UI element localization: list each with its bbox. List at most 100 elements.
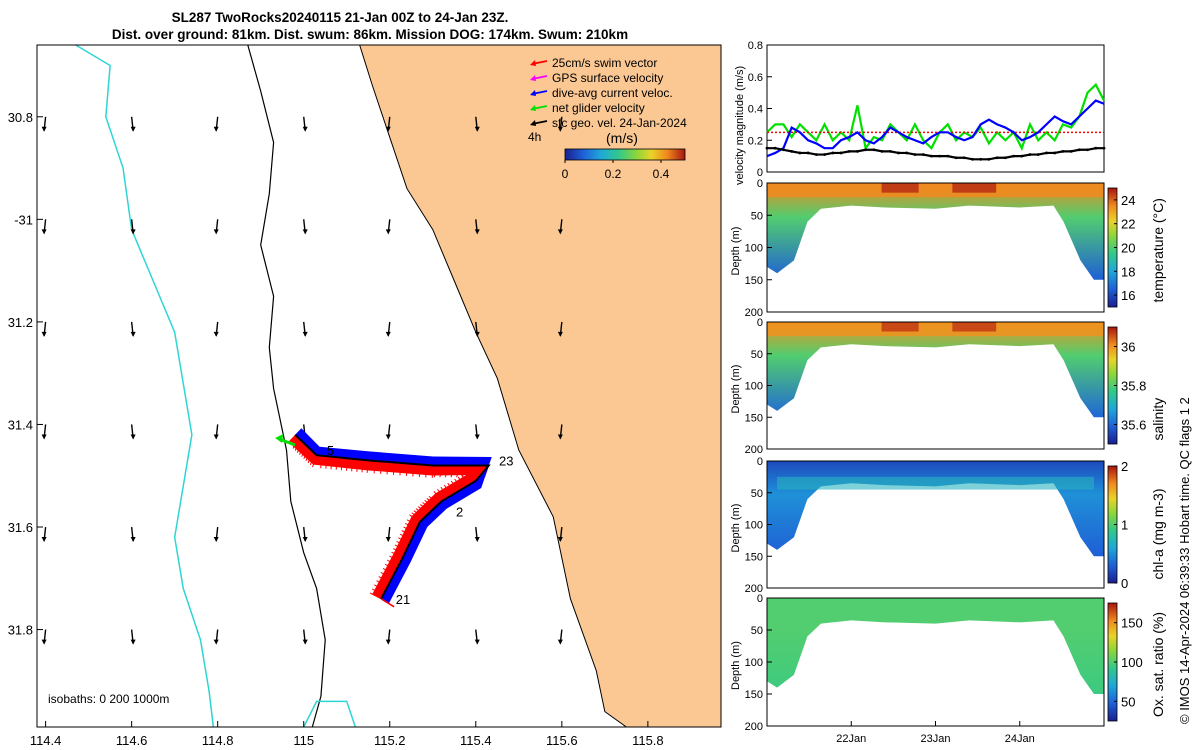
map-x-tick-label: 115.4 bbox=[460, 733, 492, 748]
velocity-point bbox=[1028, 153, 1032, 156]
velocity-point bbox=[995, 156, 999, 160]
velocity-point bbox=[798, 151, 802, 155]
swim-vector bbox=[450, 480, 459, 492]
swim-vector bbox=[389, 555, 401, 563]
velocity-point bbox=[954, 156, 958, 160]
colorbar-label: (m/s) bbox=[606, 130, 638, 146]
velocity-point bbox=[773, 146, 777, 150]
geo-velocity-arrowhead bbox=[474, 126, 480, 132]
swim-vector bbox=[457, 476, 466, 488]
map-x-tick-label: 115.2 bbox=[374, 733, 406, 748]
velocity-point bbox=[864, 148, 868, 152]
section-y-tick-label: 150 bbox=[745, 275, 763, 287]
velocity-point bbox=[905, 151, 909, 155]
isobath-1000m bbox=[75, 44, 215, 728]
surface-patch bbox=[952, 183, 997, 193]
velocity-point bbox=[831, 151, 835, 155]
swim-vector bbox=[439, 465, 445, 478]
legend-arrowhead bbox=[530, 90, 536, 96]
swim-vector bbox=[422, 502, 434, 510]
velocity-point bbox=[1003, 156, 1007, 160]
colorbar-tick-label: 2 bbox=[1121, 459, 1128, 474]
geo-velocity-arrowhead bbox=[41, 434, 47, 440]
day-label: 5 bbox=[327, 443, 334, 458]
velocity-point bbox=[987, 157, 991, 161]
swim-vector bbox=[392, 548, 405, 555]
swim-vector bbox=[413, 510, 425, 519]
swim-vector bbox=[396, 540, 409, 548]
swim-vector bbox=[440, 486, 449, 498]
swim-vector bbox=[431, 465, 434, 478]
swim-vector bbox=[325, 456, 328, 469]
section-y-label: Depth (m) bbox=[730, 641, 742, 690]
velocity-point bbox=[897, 151, 900, 155]
velocity-point bbox=[1045, 151, 1048, 155]
geo-velocity-arrowhead bbox=[302, 639, 308, 645]
velocity-point bbox=[1094, 146, 1098, 150]
geo-velocity-arrowhead bbox=[557, 229, 563, 235]
time-x-tick-label: 23Jan bbox=[921, 733, 951, 745]
swim-vector bbox=[425, 464, 427, 478]
swim-vector bbox=[387, 559, 399, 567]
geo-velocity-arrowhead bbox=[385, 331, 391, 337]
legend-item: GPS surface velocity bbox=[552, 71, 663, 85]
swim-vector bbox=[428, 495, 440, 504]
section-y-label: Depth (m) bbox=[730, 365, 742, 414]
time-step-label: 4h bbox=[528, 130, 541, 144]
velocity-point bbox=[962, 156, 966, 160]
swim-vector bbox=[309, 453, 315, 466]
geo-velocity-arrowhead bbox=[302, 331, 308, 337]
swim-vector bbox=[335, 457, 338, 470]
geo-velocity-arrowhead bbox=[213, 434, 219, 440]
swim-vector bbox=[373, 460, 376, 474]
swim-vector bbox=[461, 465, 467, 478]
section-y-tick-label: 50 bbox=[751, 488, 763, 500]
section-y-tick-label: 100 bbox=[745, 381, 763, 393]
time-x-tick-label: 24Jan bbox=[1005, 733, 1035, 745]
geo-velocity-arrowhead bbox=[213, 639, 219, 645]
geo-velocity-arrowhead bbox=[213, 537, 219, 543]
day-label: 2 bbox=[456, 505, 463, 520]
swim-vector bbox=[467, 465, 473, 478]
legend-arrowhead bbox=[530, 60, 536, 66]
velocity-point bbox=[938, 154, 942, 158]
geo-velocity-arrowhead bbox=[41, 537, 47, 543]
geo-velocity-arrowhead bbox=[474, 639, 480, 645]
surface-layer bbox=[767, 322, 1104, 336]
swim-vector bbox=[378, 576, 390, 583]
section-y-label: Depth (m) bbox=[730, 227, 742, 276]
section-y-tick-label: 200 bbox=[745, 721, 763, 733]
map-y-tick-label: 31.6 bbox=[8, 520, 33, 535]
geo-velocity-arrowhead bbox=[557, 639, 563, 645]
swim-vector bbox=[320, 455, 323, 469]
velocity-point bbox=[888, 149, 892, 153]
swim-vector bbox=[384, 563, 397, 571]
swim-vector bbox=[417, 506, 429, 515]
swim-vector bbox=[403, 526, 415, 534]
geo-velocity-arrowhead bbox=[130, 331, 136, 337]
swim-vector bbox=[411, 512, 423, 521]
section-y-tick-label: 150 bbox=[745, 412, 763, 424]
velocity-point bbox=[1012, 154, 1015, 158]
geo-velocity-arrowhead bbox=[41, 229, 47, 235]
swim-vector bbox=[405, 463, 408, 476]
chart-title: SL287 TwoRocks20240115 21-Jan 00Z to 24-… bbox=[171, 10, 509, 25]
map-y-tick-label: 30.8 bbox=[8, 110, 33, 125]
swim-vector bbox=[299, 442, 305, 455]
geo-velocity-arrowhead bbox=[130, 639, 136, 645]
swim-vector bbox=[406, 519, 419, 526]
geo-velocity-arrowhead bbox=[213, 126, 219, 132]
time-x-tick-label: 22Jan bbox=[836, 733, 866, 745]
colorbar-tick-label: 0 bbox=[1121, 576, 1128, 591]
swim-vector bbox=[424, 500, 436, 508]
geo-velocity-arrowhead bbox=[385, 126, 391, 132]
legend-item: 25cm/s swim vector bbox=[552, 56, 657, 70]
geo-velocity-arrowhead bbox=[302, 537, 308, 543]
swim-vector bbox=[307, 450, 313, 464]
section-y-tick-label: 0 bbox=[757, 178, 763, 190]
geo-velocity-arrowhead bbox=[41, 331, 47, 337]
velocity-point bbox=[979, 157, 983, 161]
velocity-point bbox=[1053, 151, 1057, 155]
map-y-tick-label: -31 bbox=[14, 212, 33, 227]
colorbar-tick-label: 0.2 bbox=[605, 167, 622, 181]
